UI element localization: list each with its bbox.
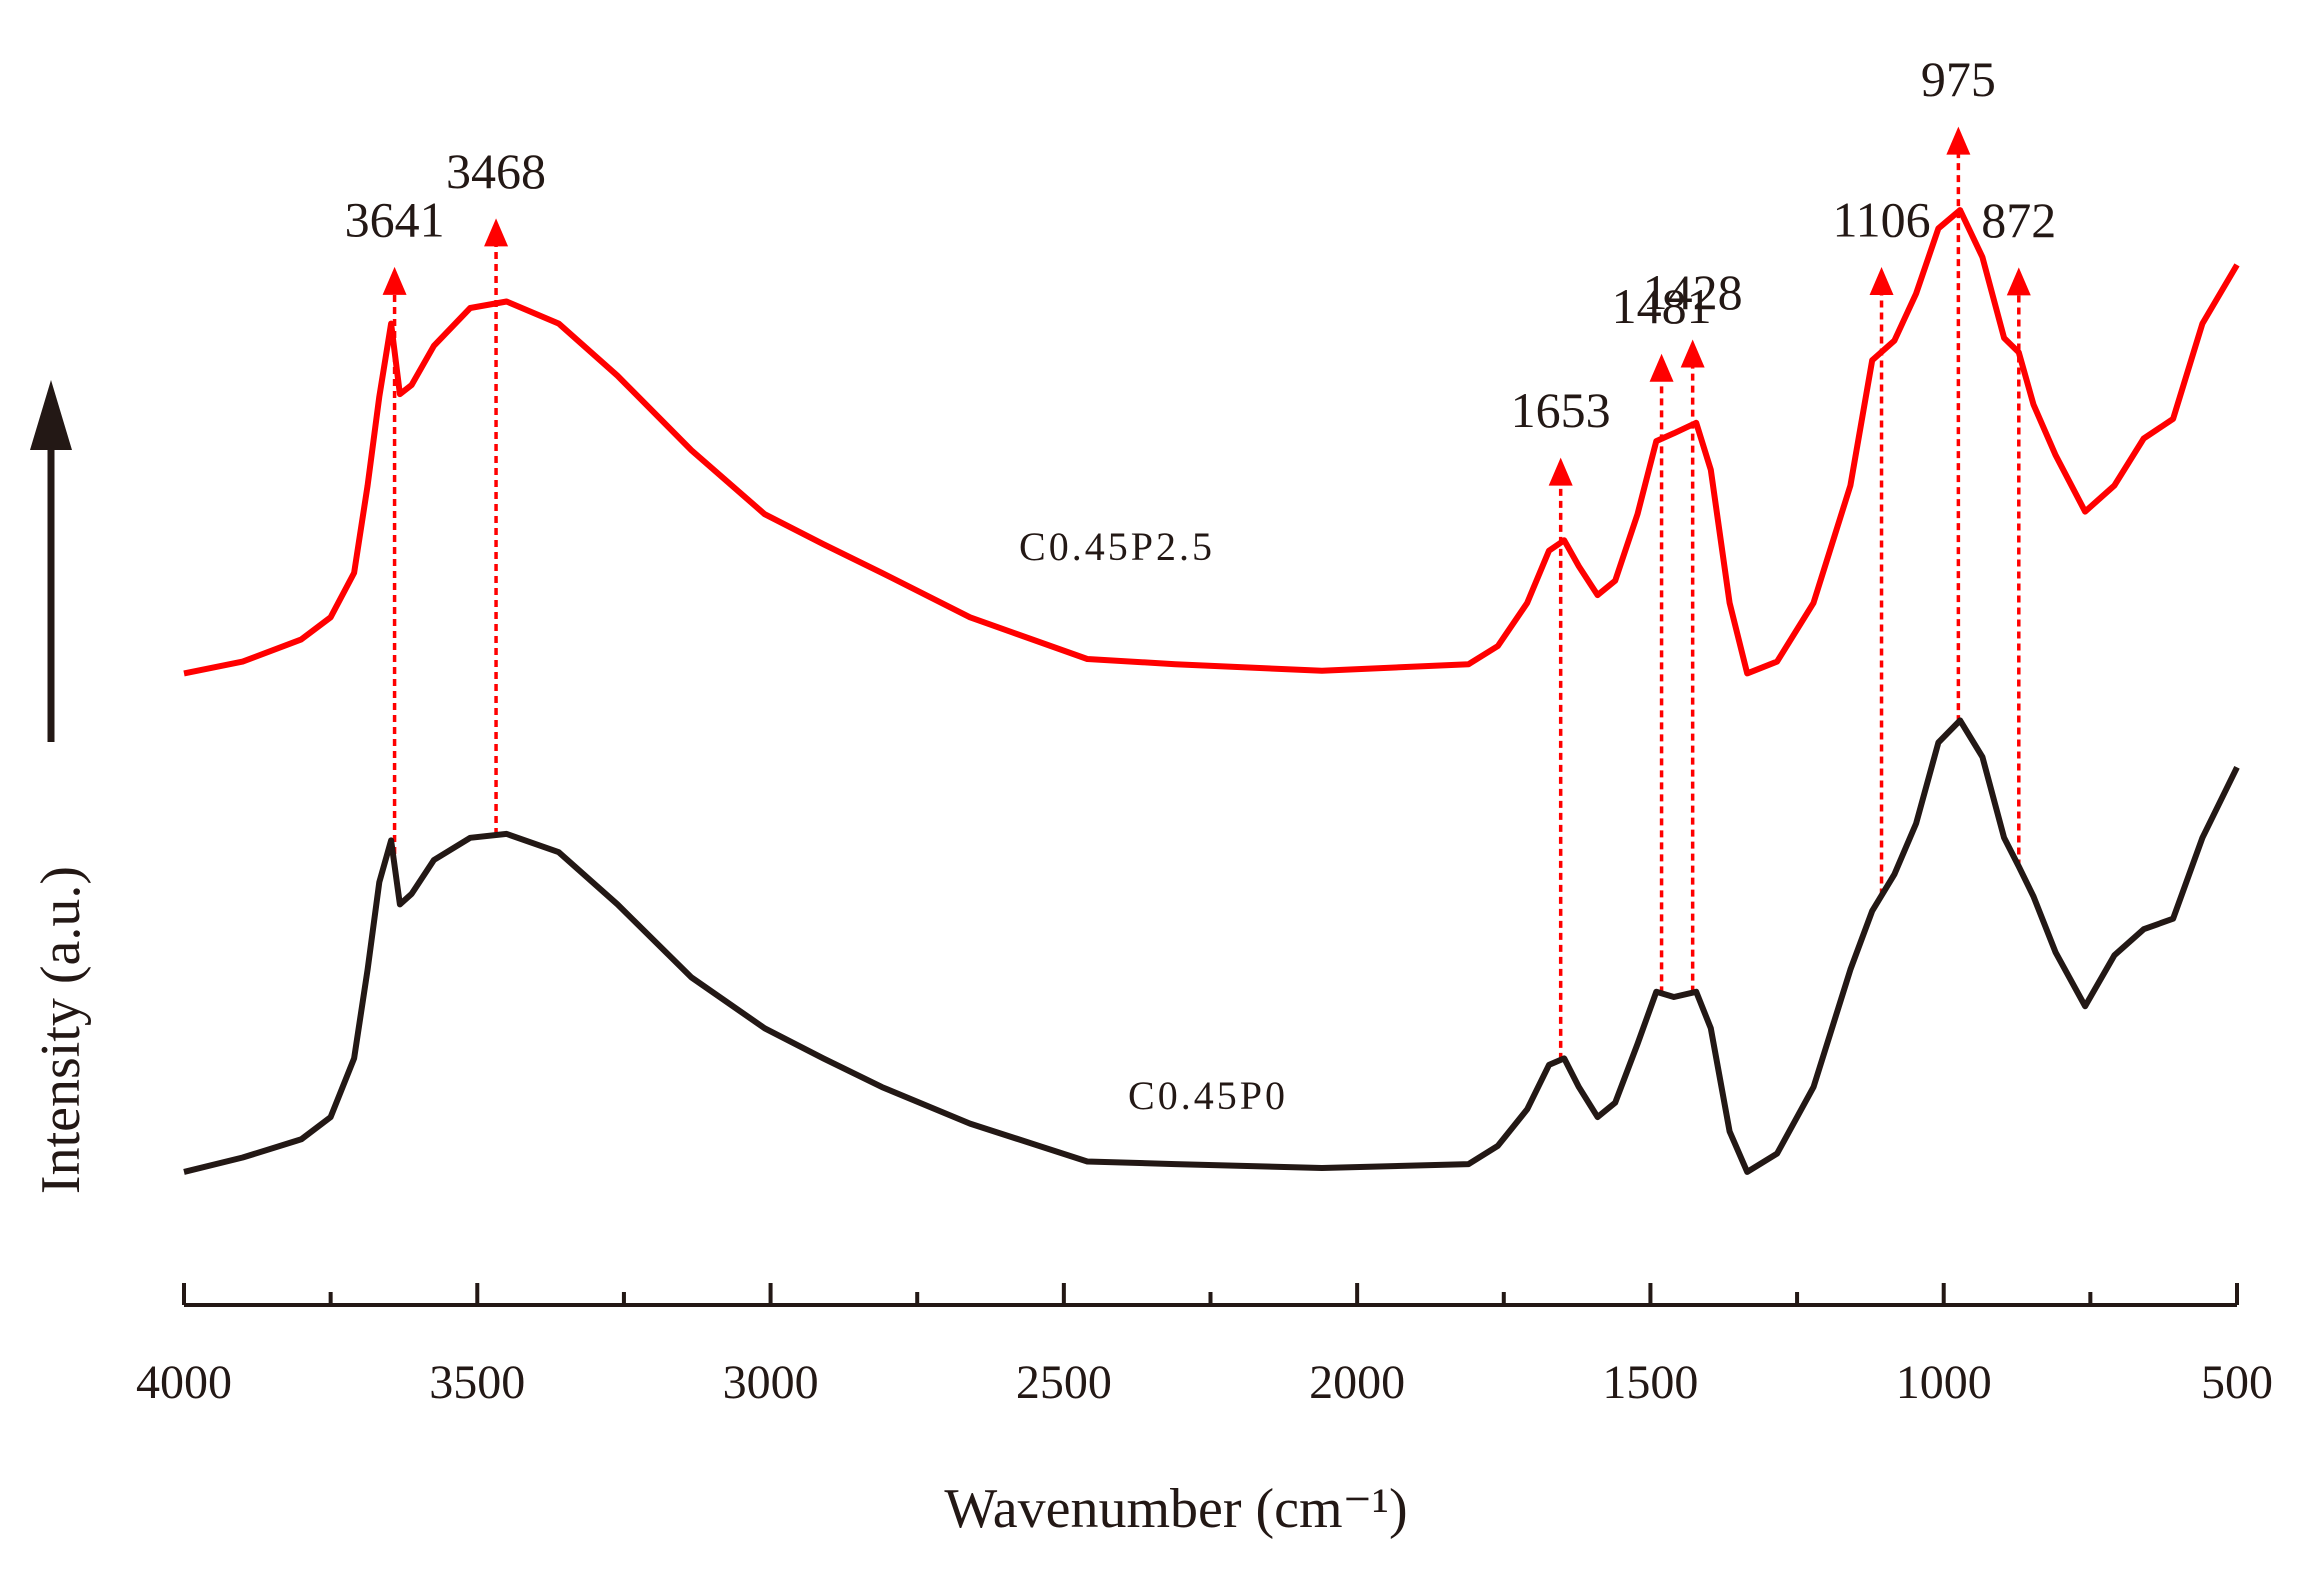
x-tick-label: 3500 bbox=[429, 1356, 525, 1409]
peak-arrow-head bbox=[1869, 266, 1894, 295]
peak-arrow-head bbox=[1548, 457, 1573, 486]
x-tick-label: 4000 bbox=[136, 1356, 232, 1409]
x-axis-label: Wavenumber (cm⁻¹) bbox=[944, 1478, 1407, 1540]
intensity-arrow-head bbox=[30, 380, 72, 450]
y-axis-label: Intensity (a.u.) bbox=[30, 866, 92, 1194]
series-line bbox=[183, 717, 2240, 1175]
x-tick-label: 3000 bbox=[723, 1356, 819, 1409]
peak-label: 975 bbox=[1921, 51, 1996, 107]
series-label: C0.45P0 bbox=[1128, 1073, 1288, 1118]
x-tick-label: 500 bbox=[2201, 1356, 2273, 1409]
peak-label: 1653 bbox=[1511, 382, 1611, 438]
peak-arrow-head bbox=[1680, 339, 1705, 368]
peak-label: 1428 bbox=[1643, 264, 1743, 320]
peak-label: 872 bbox=[1981, 192, 2056, 248]
peak-arrow-head bbox=[1946, 126, 1971, 155]
series-line bbox=[183, 207, 2240, 677]
peak-label: 3468 bbox=[446, 143, 546, 199]
peak-arrow-head bbox=[2006, 267, 2031, 296]
x-tick-label: 1000 bbox=[1896, 1356, 1992, 1409]
x-tick-label: 1500 bbox=[1602, 1356, 1698, 1409]
series-label: C0.45P2.5 bbox=[1019, 524, 1215, 569]
peak-arrow-head bbox=[1649, 353, 1674, 382]
x-tick-label: 2000 bbox=[1309, 1356, 1405, 1409]
peak-arrow-head bbox=[484, 218, 509, 247]
peak-label: 1106 bbox=[1832, 191, 1930, 247]
peak-label: 3641 bbox=[345, 191, 445, 247]
peak-label: 1481 bbox=[1612, 278, 1712, 334]
peak-arrow-head bbox=[382, 266, 407, 295]
x-tick-label: 2500 bbox=[1016, 1356, 1112, 1409]
